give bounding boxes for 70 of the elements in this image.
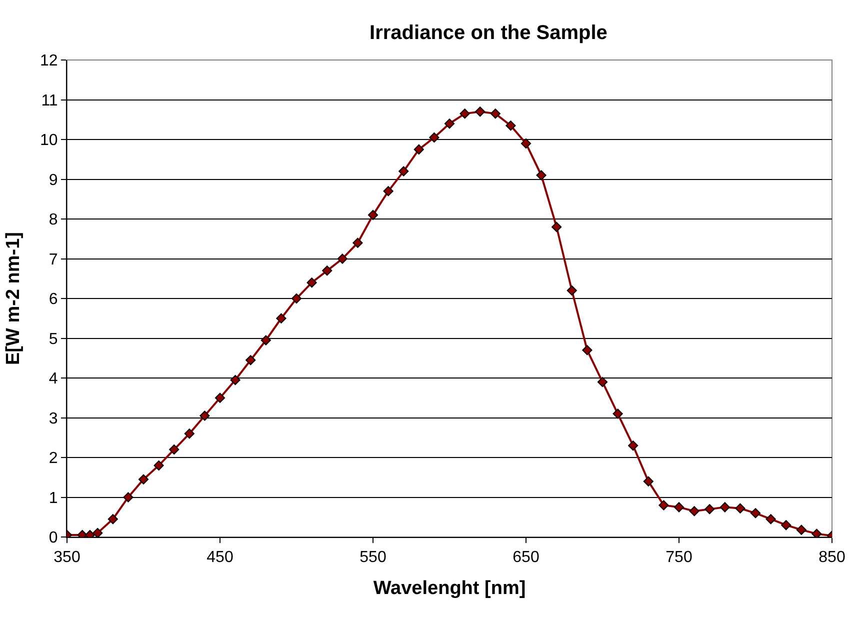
point	[260, 335, 271, 346]
point	[674, 502, 684, 512]
point	[214, 392, 226, 403]
point	[704, 504, 715, 514]
y-tick-label: 2	[48, 450, 58, 468]
point	[246, 355, 256, 366]
x-tick-label: 350	[54, 549, 80, 566]
point	[230, 374, 240, 386]
x-tick-label: 550	[360, 549, 386, 566]
point	[92, 528, 103, 537]
y-tick-label: 1	[48, 490, 58, 507]
point	[582, 345, 592, 356]
point	[276, 313, 286, 324]
point	[520, 138, 532, 149]
point	[123, 492, 134, 502]
point	[536, 170, 546, 180]
point	[291, 293, 302, 304]
y-tick-label: 0	[48, 530, 58, 547]
x-tick-label: 850	[818, 549, 846, 566]
y-axis-title: E[W m-2 nm-1]	[2, 232, 24, 365]
point	[812, 528, 822, 537]
x-tick-label: 750	[666, 549, 692, 566]
y-tick-label: 8	[48, 212, 58, 229]
point	[766, 514, 776, 524]
point	[628, 440, 638, 451]
y-tick-label: 9	[48, 172, 58, 189]
point	[108, 514, 118, 524]
point	[796, 524, 806, 535]
point	[566, 286, 577, 296]
point	[750, 508, 761, 518]
y-tick-label: 7	[48, 251, 58, 268]
point	[322, 266, 332, 276]
point	[612, 408, 623, 419]
point	[460, 108, 470, 119]
point	[306, 278, 317, 288]
point	[475, 106, 486, 117]
point	[552, 222, 562, 232]
point	[398, 166, 409, 176]
point	[781, 520, 792, 530]
y-tick-label: 11	[41, 92, 58, 110]
point	[735, 503, 746, 514]
point	[337, 254, 348, 264]
point	[200, 410, 210, 421]
point	[429, 132, 440, 143]
point	[383, 186, 394, 196]
point	[597, 376, 608, 388]
y-tick-label: 3	[48, 410, 58, 428]
point	[643, 476, 654, 486]
y-tick-label: 12	[40, 52, 58, 70]
chart-title: Irradiance on the Sample	[370, 22, 608, 44]
x-tick-label: 450	[206, 549, 234, 566]
point	[184, 428, 194, 439]
point	[658, 500, 669, 510]
point	[169, 444, 180, 455]
x-axis-title: Wavelenght [nm]	[373, 578, 526, 599]
point	[490, 108, 500, 119]
point	[720, 502, 730, 512]
point	[689, 506, 700, 516]
point	[506, 120, 516, 131]
y-tick-label: 5	[48, 330, 58, 348]
point	[138, 474, 149, 484]
y-tick-label: 6	[48, 291, 58, 308]
x-tick-label: 650	[512, 549, 540, 566]
point	[414, 144, 424, 154]
point	[154, 460, 164, 470]
y-tick-label: 4	[48, 370, 58, 388]
point	[352, 238, 363, 248]
point	[444, 118, 455, 129]
point	[368, 210, 378, 220]
y-tick-label: 10	[40, 132, 58, 150]
